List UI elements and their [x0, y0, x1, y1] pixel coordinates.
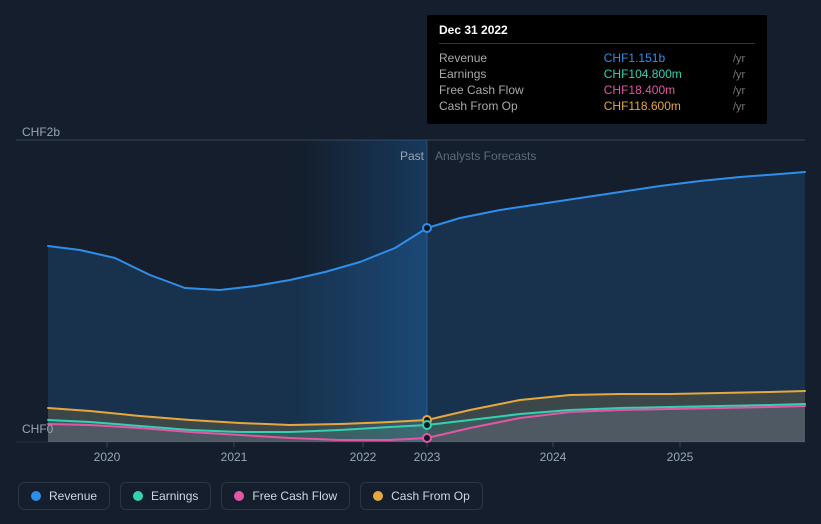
- x-axis-label: 2022: [350, 450, 377, 464]
- x-axis-label: 2020: [94, 450, 121, 464]
- tooltip-row-unit: /yr: [729, 82, 755, 98]
- tooltip-row-label: Revenue: [439, 50, 604, 66]
- chart-container: Dec 31 2022 RevenueCHF1.151b/yrEarningsC…: [0, 0, 821, 524]
- tooltip-row-label: Earnings: [439, 66, 604, 82]
- y-axis-label: CHF0: [22, 422, 53, 436]
- tooltip-row-label: Free Cash Flow: [439, 82, 604, 98]
- legend-dot-icon: [234, 491, 244, 501]
- tooltip-row-unit: /yr: [729, 50, 755, 66]
- tooltip-row-unit: /yr: [729, 66, 755, 82]
- section-label-forecast: Analysts Forecasts: [435, 149, 536, 163]
- x-axis-label: 2025: [667, 450, 694, 464]
- tooltip-divider: [439, 43, 755, 44]
- legend-item-label: Earnings: [151, 489, 198, 503]
- legend-item[interactable]: Free Cash Flow: [221, 482, 350, 510]
- legend-item-label: Revenue: [49, 489, 97, 503]
- y-axis-label: CHF2b: [22, 125, 60, 139]
- tooltip-row-value: CHF118.600m: [604, 98, 729, 114]
- tooltip-row-value: CHF1.151b: [604, 50, 729, 66]
- legend-item-label: Free Cash Flow: [252, 489, 337, 503]
- tooltip-row: RevenueCHF1.151b/yr: [439, 50, 755, 66]
- tooltip-date: Dec 31 2022: [439, 23, 755, 37]
- tooltip-row-label: Cash From Op: [439, 98, 604, 114]
- tooltip-row-unit: /yr: [729, 98, 755, 114]
- legend-dot-icon: [373, 491, 383, 501]
- tooltip-table: RevenueCHF1.151b/yrEarningsCHF104.800m/y…: [439, 50, 755, 114]
- legend-dot-icon: [31, 491, 41, 501]
- tooltip-row: Free Cash FlowCHF18.400m/yr: [439, 82, 755, 98]
- tooltip-row: Cash From OpCHF118.600m/yr: [439, 98, 755, 114]
- x-axis-label: 2021: [221, 450, 248, 464]
- section-label-past: Past: [400, 149, 424, 163]
- x-axis-label: 2023: [414, 450, 441, 464]
- tooltip-row-value: CHF104.800m: [604, 66, 729, 82]
- hover-tooltip: Dec 31 2022 RevenueCHF1.151b/yrEarningsC…: [427, 15, 767, 124]
- legend-dot-icon: [133, 491, 143, 501]
- tooltip-row-value: CHF18.400m: [604, 82, 729, 98]
- legend-item[interactable]: Cash From Op: [360, 482, 483, 510]
- legend-item-label: Cash From Op: [391, 489, 470, 503]
- tooltip-row: EarningsCHF104.800m/yr: [439, 66, 755, 82]
- legend-item[interactable]: Revenue: [18, 482, 110, 510]
- legend-item[interactable]: Earnings: [120, 482, 211, 510]
- legend: Revenue Earnings Free Cash Flow Cash From O…: [18, 482, 483, 510]
- x-axis-label: 2024: [540, 450, 567, 464]
